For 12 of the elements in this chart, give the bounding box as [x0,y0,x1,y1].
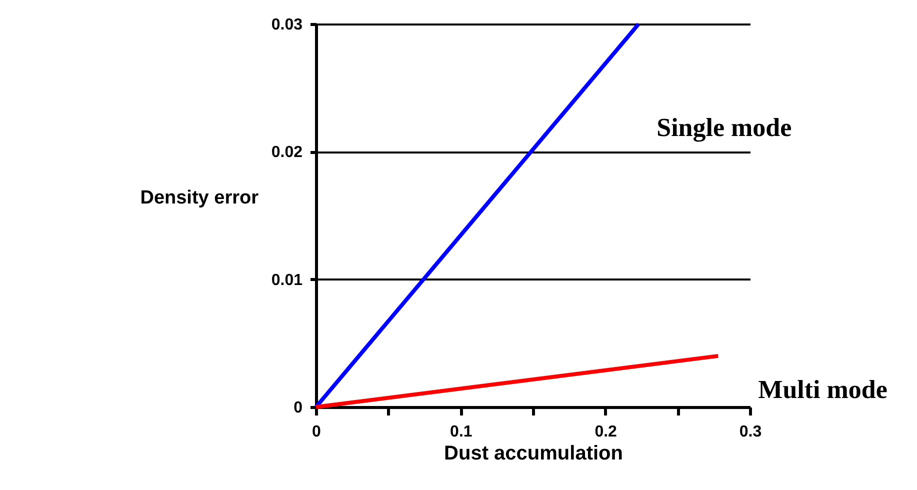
y-axis-title: Density error [140,188,260,208]
text: Single mode [656,113,792,142]
y-tick-label: 0.01 [271,272,303,289]
x-tick-label: 0.3 [739,424,762,440]
x-tick-label: 0.2 [594,424,618,440]
x-axis-title: Dust accumulation [444,442,623,464]
series-label: Multi mode [758,374,888,404]
y-tick-label: 0 [294,400,303,416]
y-tick-label: 0.03 [271,16,303,34]
x-tick-label: 0.1 [450,424,472,440]
y-tick-label: 0.02 [271,144,303,162]
x-tick-label: 0 [312,424,322,440]
